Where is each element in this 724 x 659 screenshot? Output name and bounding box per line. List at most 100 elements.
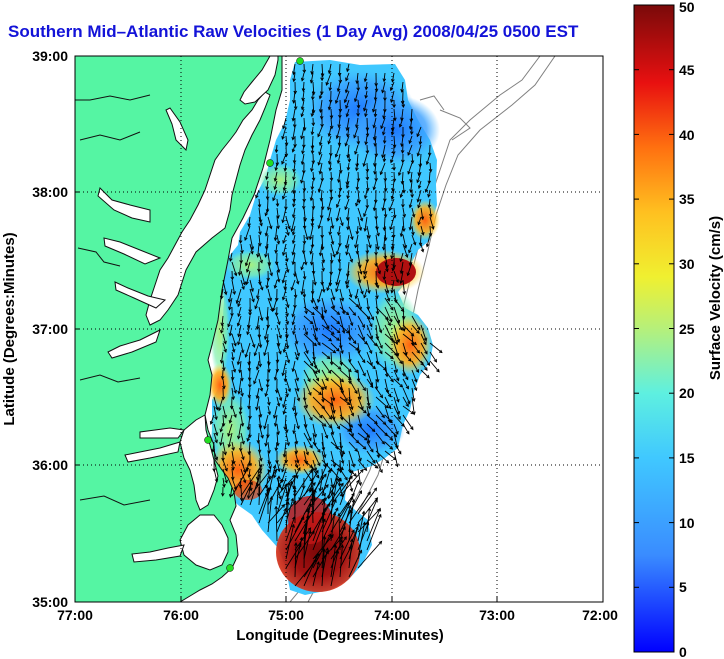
current-vector: [393, 315, 403, 331]
current-vector: [357, 487, 377, 515]
current-vector: [373, 126, 377, 140]
current-vector-head: [365, 521, 370, 526]
current-vector-head: [374, 498, 378, 503]
current-vector-head: [282, 125, 286, 130]
current-vector-head: [239, 497, 244, 502]
current-vector-head: [292, 203, 296, 208]
current-vector: [267, 297, 274, 312]
current-vector-head: [237, 303, 241, 308]
current-vector: [411, 351, 424, 366]
current-vector: [312, 306, 324, 318]
current-vector-head: [223, 451, 227, 456]
current-vector: [303, 396, 308, 408]
current-vector-head: [311, 530, 315, 535]
current-vector: [427, 189, 431, 198]
current-vector-head: [236, 361, 241, 366]
current-vector-head: [373, 97, 378, 102]
current-vector-head: [331, 397, 336, 402]
current-vector: [257, 243, 260, 257]
current-vector: [411, 225, 414, 235]
current-vector-head: [318, 252, 323, 257]
current-vector: [330, 550, 339, 587]
current-vector-head: [273, 423, 278, 428]
current-vector-head: [255, 366, 260, 371]
current-vector: [321, 333, 332, 342]
current-vector-head: [265, 186, 269, 191]
current-vector: [366, 459, 379, 469]
current-vector-head: [384, 432, 388, 437]
current-vector: [339, 396, 351, 405]
current-vector-head: [273, 468, 277, 473]
current-vector: [357, 324, 365, 340]
current-vector-head: [313, 370, 318, 375]
current-vector: [228, 432, 233, 448]
current-vector-head: [394, 369, 399, 374]
current-vector-head: [365, 133, 370, 138]
current-vector-head: [358, 482, 363, 487]
current-vector: [357, 459, 367, 471]
current-vector: [303, 470, 319, 497]
current-vector: [256, 468, 260, 480]
current-vector-head: [416, 179, 420, 184]
current-vector: [249, 234, 254, 250]
current-vector-head: [267, 401, 271, 406]
current-vector-head: [282, 410, 287, 415]
current-vector-head: [321, 267, 325, 272]
current-vector: [231, 378, 237, 394]
current-vector: [292, 243, 296, 255]
colorbar-tick-label: 5: [679, 579, 687, 595]
current-vector-head: [277, 475, 281, 480]
current-vector: [285, 482, 290, 515]
current-vector-head: [392, 214, 397, 219]
current-vector: [411, 396, 415, 415]
current-vector: [312, 561, 320, 587]
current-vector-head: [274, 149, 279, 154]
current-vector: [293, 189, 296, 202]
current-vector: [407, 144, 413, 156]
current-vector: [374, 108, 377, 117]
current-vector-head: [311, 122, 316, 127]
current-vector-head: [418, 242, 423, 247]
current-vector-head: [338, 169, 343, 174]
current-vector-head: [389, 87, 394, 92]
current-vector: [375, 387, 383, 398]
current-vector: [258, 351, 261, 367]
current-vector: [393, 396, 400, 415]
current-vector-head: [327, 140, 332, 145]
current-vector: [366, 180, 369, 191]
current-vector: [246, 270, 251, 285]
current-vector: [310, 243, 314, 254]
current-vector-head: [296, 397, 301, 402]
current-vector-head: [292, 176, 296, 181]
current-vector-head: [367, 235, 371, 240]
current-vector-head: [364, 141, 368, 146]
current-vector: [339, 505, 351, 542]
current-vector: [285, 516, 296, 542]
current-vector-head: [406, 272, 411, 277]
current-vector: [276, 270, 280, 282]
current-vector-head: [351, 463, 356, 468]
current-vector: [384, 378, 389, 393]
current-vector-head: [335, 135, 340, 140]
current-vector: [312, 423, 317, 438]
current-vector: [391, 189, 395, 200]
current-vector: [347, 261, 350, 277]
current-vector-head: [346, 68, 350, 73]
current-vector-head: [408, 204, 413, 209]
current-vector-head: [397, 172, 402, 177]
colorbar-ticks: [634, 4, 674, 653]
current-vector: [373, 198, 377, 211]
current-vector: [292, 324, 296, 335]
current-vector: [357, 351, 366, 363]
current-vector-head: [224, 467, 228, 472]
current-vector-head: [364, 113, 368, 118]
current-vector-head: [292, 430, 296, 435]
current-vector-head: [309, 197, 314, 202]
current-vector-head: [249, 481, 253, 486]
current-vector-head: [347, 158, 352, 163]
current-vector: [321, 469, 331, 497]
current-vector-head: [245, 269, 250, 273]
current-vector-head: [316, 552, 320, 557]
current-vector-head: [327, 161, 332, 165]
current-vector: [274, 171, 278, 182]
